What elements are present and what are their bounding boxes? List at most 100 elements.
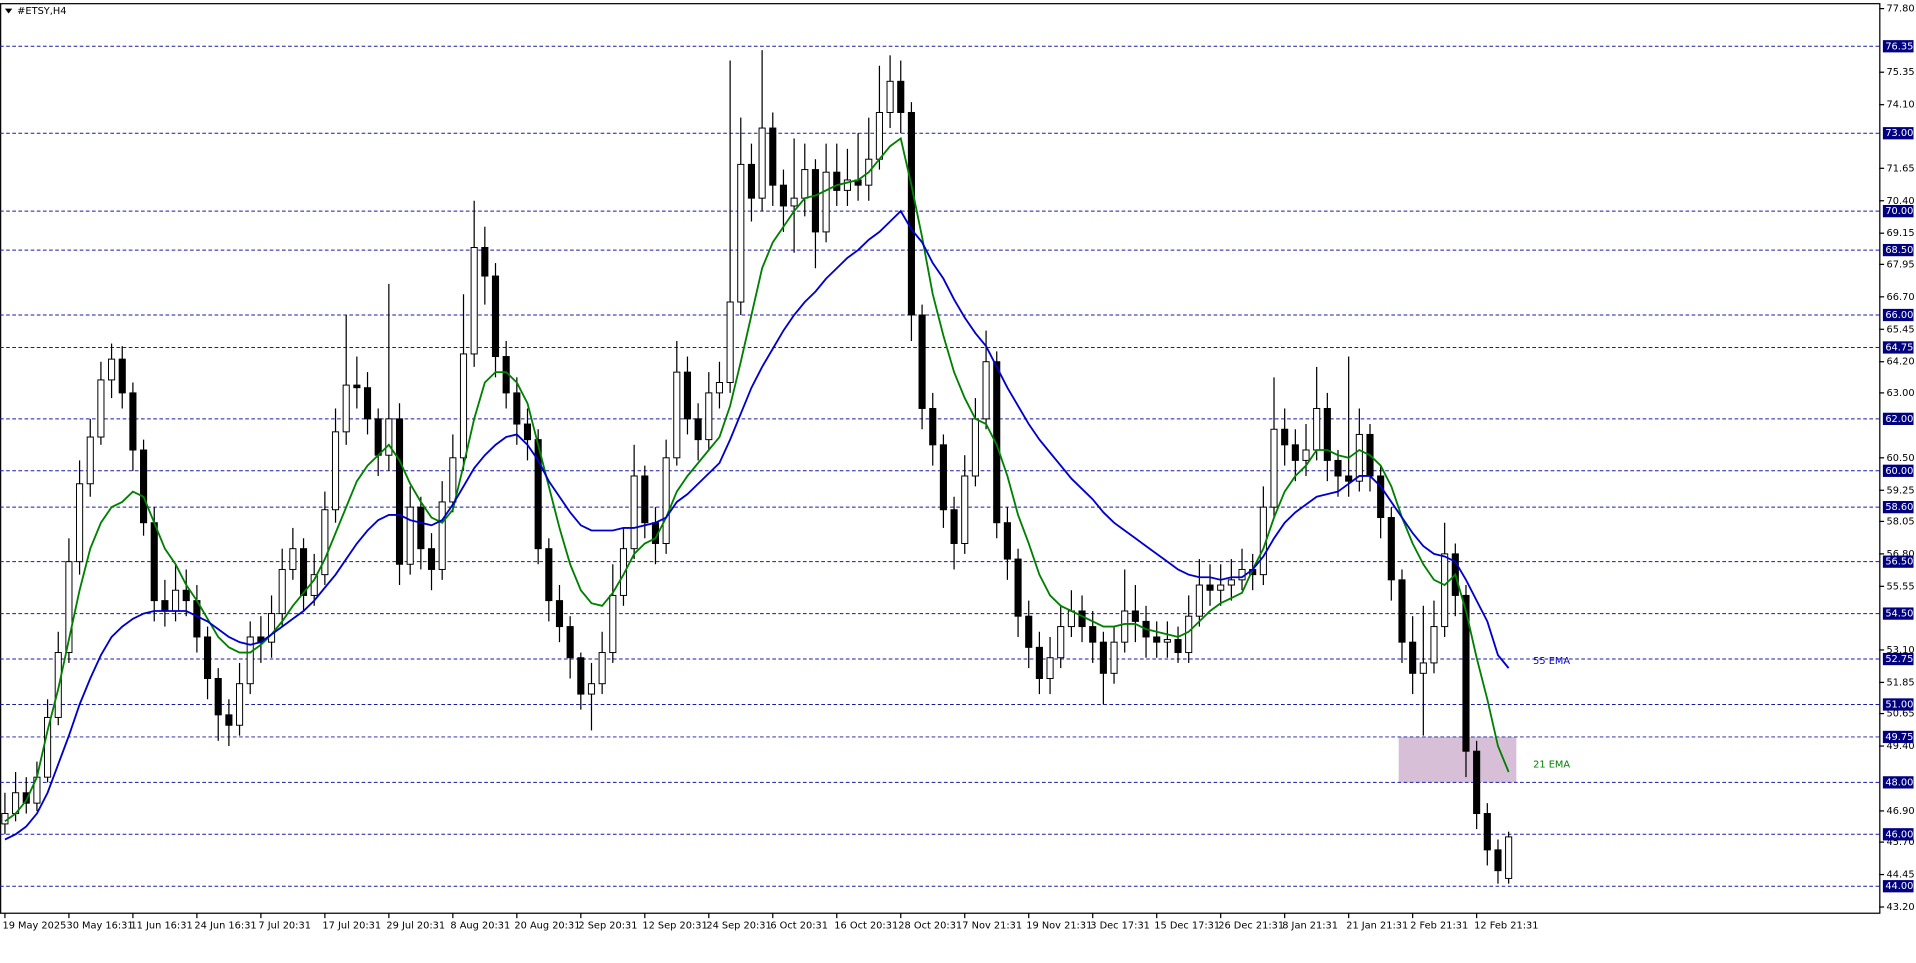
candle-body xyxy=(470,246,478,355)
level-label: 66.00 xyxy=(1885,310,1913,321)
candle-body xyxy=(1025,615,1033,648)
candle-body xyxy=(1099,641,1107,674)
y-tick-label: 59.25 xyxy=(1887,485,1915,496)
y-tick-label: 71.65 xyxy=(1887,163,1915,174)
candle-body xyxy=(1035,646,1043,679)
candle-body xyxy=(694,418,702,441)
candle-body xyxy=(534,439,542,550)
x-tick-label: 15 Dec 17:31 xyxy=(1154,920,1220,931)
candle-body xyxy=(1441,553,1449,628)
level-label: 51.00 xyxy=(1885,699,1913,710)
candle-body xyxy=(705,392,713,441)
menu-triangle xyxy=(4,8,13,14)
candle-body xyxy=(523,423,532,441)
candle-body xyxy=(438,501,446,570)
candle-body xyxy=(1398,579,1406,643)
level-label: 60.00 xyxy=(1885,466,1913,477)
candle-body xyxy=(758,127,766,199)
x-tick-label: 2 Sep 20:31 xyxy=(578,920,637,931)
y-tick-label: 65.45 xyxy=(1887,324,1915,335)
y-tick-label: 55.55 xyxy=(1887,581,1915,592)
y-tick-label: 60.50 xyxy=(1887,453,1915,464)
ema-line xyxy=(4,209,1510,841)
candle-body xyxy=(1345,475,1353,482)
candle-body xyxy=(310,574,318,596)
x-tick-label: 30 May 16:31 xyxy=(66,920,133,931)
candle-body xyxy=(641,475,649,524)
candle-body xyxy=(1505,836,1513,879)
level-label: 56.50 xyxy=(1885,557,1913,568)
candle-body xyxy=(22,792,30,804)
level-label: 70.00 xyxy=(1885,206,1913,217)
y-tick-label: 69.15 xyxy=(1887,228,1915,239)
y-tick-label: 64.20 xyxy=(1887,357,1915,368)
candle-body xyxy=(1014,558,1022,617)
y-tick-label: 43.20 xyxy=(1887,902,1915,913)
candle-body xyxy=(246,636,254,685)
x-tick-label: 24 Jun 16:31 xyxy=(194,920,256,931)
candle-body xyxy=(726,301,734,383)
candle-body xyxy=(875,111,883,160)
candle-body xyxy=(150,522,158,602)
candle-body xyxy=(929,407,937,446)
candle-body xyxy=(1078,610,1086,628)
candle-body xyxy=(779,184,787,207)
x-tick-label: 28 Oct 20:31 xyxy=(898,920,962,931)
candle-body xyxy=(1355,433,1363,482)
candle-body xyxy=(374,418,382,456)
y-tick-label: 51.85 xyxy=(1887,677,1915,688)
candle-body xyxy=(1057,626,1065,659)
y-tick-label: 63.00 xyxy=(1887,388,1915,399)
candle-body xyxy=(897,80,905,113)
candle-body xyxy=(961,475,969,544)
ema-line xyxy=(4,136,1510,823)
candle-body xyxy=(993,361,1001,524)
y-tick-label: 49.40 xyxy=(1887,741,1915,752)
candle-body xyxy=(1483,813,1491,851)
candle-body xyxy=(118,358,126,394)
candle-body xyxy=(1270,428,1278,508)
candle-body xyxy=(513,392,521,425)
level-label-box xyxy=(1882,40,1914,53)
level-label: 48.00 xyxy=(1885,777,1913,788)
candle-body xyxy=(481,246,489,277)
x-tick-label: 16 Oct 20:31 xyxy=(834,920,898,931)
candle-body xyxy=(299,548,308,596)
x-tick-label: 26 Dec 21:31 xyxy=(1218,920,1284,931)
candle-body xyxy=(1281,428,1289,446)
candle-body xyxy=(886,80,894,113)
candle-body xyxy=(1419,662,1427,674)
candle-body xyxy=(545,548,553,602)
candle-body xyxy=(267,613,276,643)
candle-body xyxy=(129,392,137,451)
candle-body xyxy=(1110,641,1118,674)
candle-body xyxy=(577,657,585,695)
candle-body xyxy=(342,384,350,433)
level-label-box xyxy=(1882,412,1914,425)
candle-body xyxy=(214,678,222,716)
candle-body xyxy=(1313,407,1321,451)
candle-body xyxy=(225,714,233,726)
level-label-box xyxy=(1882,698,1914,711)
level-label-box xyxy=(1882,555,1914,568)
candle-body xyxy=(1227,579,1235,586)
candle-body xyxy=(76,483,84,563)
candle-body xyxy=(1195,584,1203,617)
candle-body xyxy=(204,636,212,679)
x-tick-label: 12 Sep 20:31 xyxy=(642,920,707,931)
y-tick-label: 45.70 xyxy=(1887,837,1915,848)
candle-body xyxy=(1089,626,1097,643)
x-tick-label: 21 Jan 21:31 xyxy=(1346,920,1408,931)
candle-body xyxy=(790,197,798,207)
candle-body xyxy=(1121,610,1129,643)
x-tick-label: 6 Oct 20:31 xyxy=(770,920,828,931)
candle-body xyxy=(673,371,681,459)
y-tick-label: 66.70 xyxy=(1887,292,1915,303)
candle-body xyxy=(1334,459,1342,477)
candle-body xyxy=(1046,657,1054,679)
candle-body xyxy=(289,548,297,570)
level-label-box xyxy=(1882,730,1914,744)
candle-body xyxy=(1494,849,1502,872)
candle-body xyxy=(86,436,94,485)
